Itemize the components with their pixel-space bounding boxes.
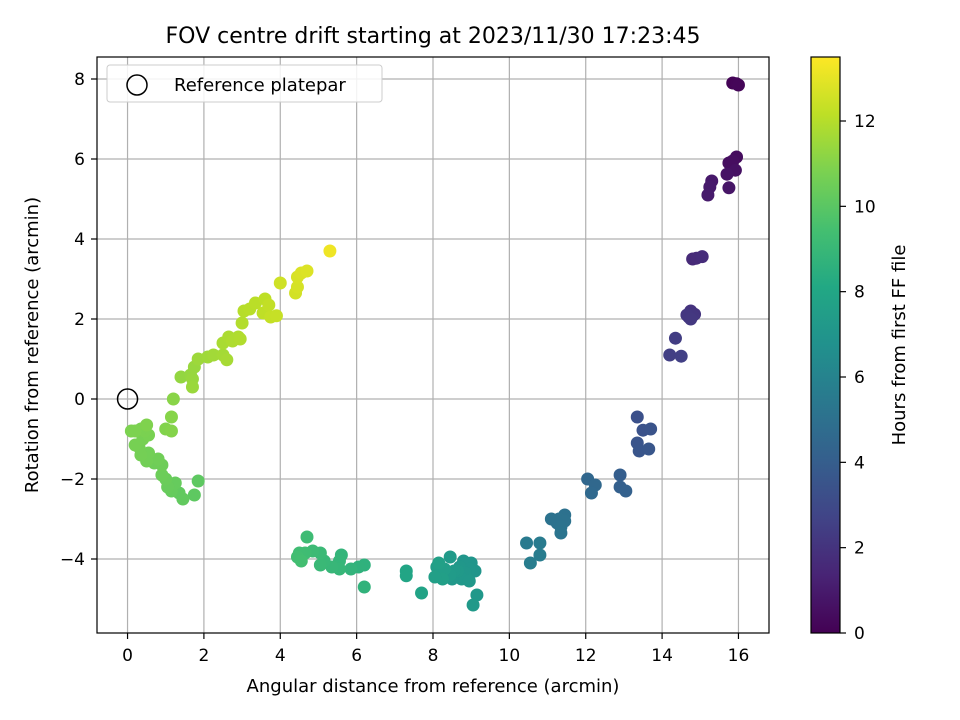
x-axis-ticks: 0 2 4 6 8 10 12 14 16 (122, 633, 749, 666)
data-point (357, 580, 371, 594)
data-points (124, 76, 745, 612)
data-point (554, 526, 568, 540)
colorbar-tick-label: 8 (854, 283, 865, 303)
data-point (613, 468, 627, 482)
x-tick-label: 12 (575, 646, 597, 666)
x-tick-label: 10 (499, 646, 521, 666)
chart-title: FOV centre drift starting at 2023/11/30 … (166, 24, 701, 49)
data-point (399, 569, 413, 583)
data-point (462, 574, 476, 588)
x-tick-label: 16 (728, 646, 750, 666)
x-tick-label: 6 (351, 646, 362, 666)
data-point (151, 452, 165, 466)
data-point (300, 530, 314, 544)
data-point (191, 474, 205, 488)
colorbar-label: Hours from first FF file (889, 245, 910, 446)
data-point (164, 410, 178, 424)
data-point (164, 424, 178, 438)
y-tick-label: −4 (60, 550, 85, 570)
data-point (294, 554, 308, 568)
data-point (533, 548, 547, 562)
x-axis-label: Angular distance from reference (arcmin) (247, 676, 620, 697)
data-point (166, 392, 180, 406)
colorbar-gradient (810, 56, 841, 634)
data-point (233, 332, 247, 346)
x-tick-label: 2 (198, 646, 209, 666)
data-point (663, 348, 677, 362)
data-point (695, 250, 709, 264)
reference-marker (116, 388, 139, 410)
data-point (731, 78, 745, 92)
data-point (619, 484, 633, 498)
legend-box (106, 64, 383, 103)
data-point (269, 309, 283, 323)
data-point (466, 598, 480, 612)
colorbar-tick-label: 0 (854, 624, 865, 644)
data-point (262, 298, 276, 312)
data-point (155, 468, 169, 482)
x-tick-label: 14 (651, 646, 673, 666)
data-point (642, 442, 656, 456)
legend-reference-icon (126, 74, 148, 96)
data-point (187, 488, 201, 502)
x-tick-label: 0 (122, 646, 133, 666)
legend: Reference platepar (106, 64, 383, 103)
y-tick-label: 8 (74, 70, 85, 90)
data-point (520, 536, 534, 550)
y-tick-label: 2 (74, 310, 85, 330)
data-point (124, 424, 138, 438)
data-point (720, 167, 734, 181)
data-point (470, 588, 484, 602)
grid-lines (97, 57, 769, 633)
y-tick-label: 0 (74, 390, 85, 410)
colorbar-tick-label: 4 (854, 453, 865, 473)
data-point (323, 244, 337, 258)
colorbar-tick-label: 2 (854, 539, 865, 559)
data-point (428, 570, 442, 584)
colorbar-tick-label: 12 (854, 112, 876, 132)
data-point (668, 331, 682, 345)
colorbar-tick-label: 10 (854, 197, 876, 217)
data-point (206, 348, 220, 362)
colorbar: 0 2 4 6 8 10 12 Hours from first FF file (810, 56, 910, 644)
data-point (185, 380, 199, 394)
data-point (432, 556, 446, 570)
data-point (722, 181, 736, 195)
data-point (674, 349, 688, 363)
y-axis-label: Rotation from reference (arcmin) (22, 197, 43, 493)
legend-entry-reference: Reference platepar (174, 75, 346, 96)
data-point (443, 550, 457, 564)
data-point (415, 586, 429, 600)
data-point (523, 556, 537, 570)
colorbar-ticks: 0 2 4 6 8 10 12 (840, 112, 876, 644)
data-point (684, 312, 698, 326)
x-tick-label: 8 (428, 646, 439, 666)
data-point (344, 562, 358, 576)
y-tick-label: −2 (60, 470, 85, 490)
x-tick-label: 4 (275, 646, 286, 666)
y-axis-ticks: −4 −2 0 2 4 6 8 (60, 70, 97, 570)
data-point (300, 264, 314, 278)
y-tick-label: 6 (74, 150, 85, 170)
data-point (290, 280, 304, 294)
data-point (630, 410, 644, 424)
data-point (701, 188, 715, 202)
data-point (273, 276, 287, 290)
data-point (644, 422, 658, 436)
data-point (533, 536, 547, 550)
y-tick-label: 4 (74, 230, 85, 250)
data-point (235, 316, 249, 330)
data-point (220, 353, 234, 367)
colorbar-tick-label: 6 (854, 368, 865, 388)
data-point (313, 558, 327, 572)
data-point (584, 486, 598, 500)
data-point (140, 418, 154, 432)
